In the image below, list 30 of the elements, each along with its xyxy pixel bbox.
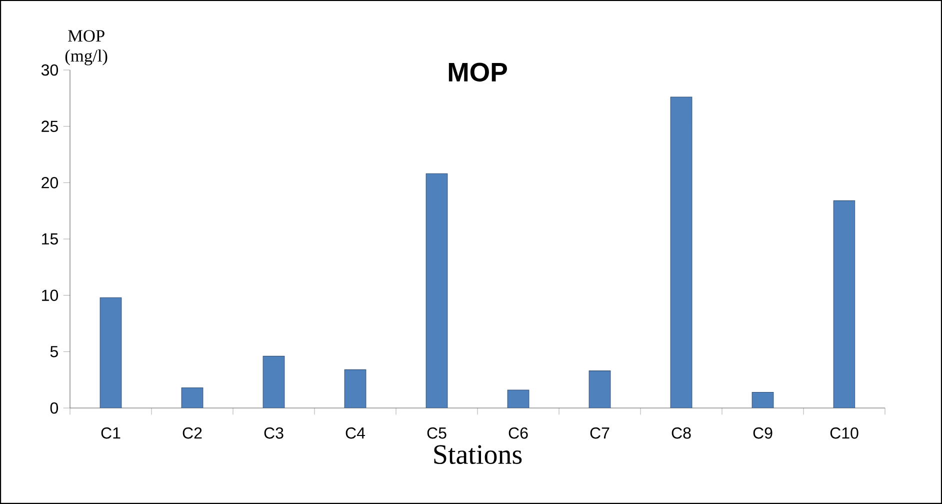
x-tick-label: C9 [753,427,772,439]
y-tick-label: 15 [42,233,58,245]
x-tick-label: C10 [830,427,858,439]
x-tick-label: C6 [508,427,528,439]
y-tick-label: 0 [50,402,58,414]
x-tick-label: C8 [672,427,691,439]
bar [670,96,692,408]
bar [181,387,204,408]
bar [507,390,530,408]
bar [833,200,856,408]
x-tick-label: C4 [346,427,366,439]
x-tick-label: C7 [590,427,610,439]
chart-title: MOP [448,62,507,82]
bar [426,173,448,408]
y-tick-label: 5 [50,346,58,358]
x-axis-title: Stations [434,445,522,464]
y-tick-label: 25 [42,120,58,132]
bar [588,370,611,408]
x-tick-label: C2 [182,427,202,439]
x-tick-label: C5 [427,427,446,439]
x-tick-label: C3 [264,427,284,439]
y-tick-label: 20 [42,177,58,188]
y-axis-title: MOP (mg/l) [65,30,108,66]
bar [100,297,122,408]
x-tick-label: C1 [101,427,120,439]
bar [344,369,366,408]
y-tick-label: 10 [42,290,58,301]
y-tick-label: 30 [41,64,58,76]
bar [262,356,285,408]
bar [752,392,774,408]
